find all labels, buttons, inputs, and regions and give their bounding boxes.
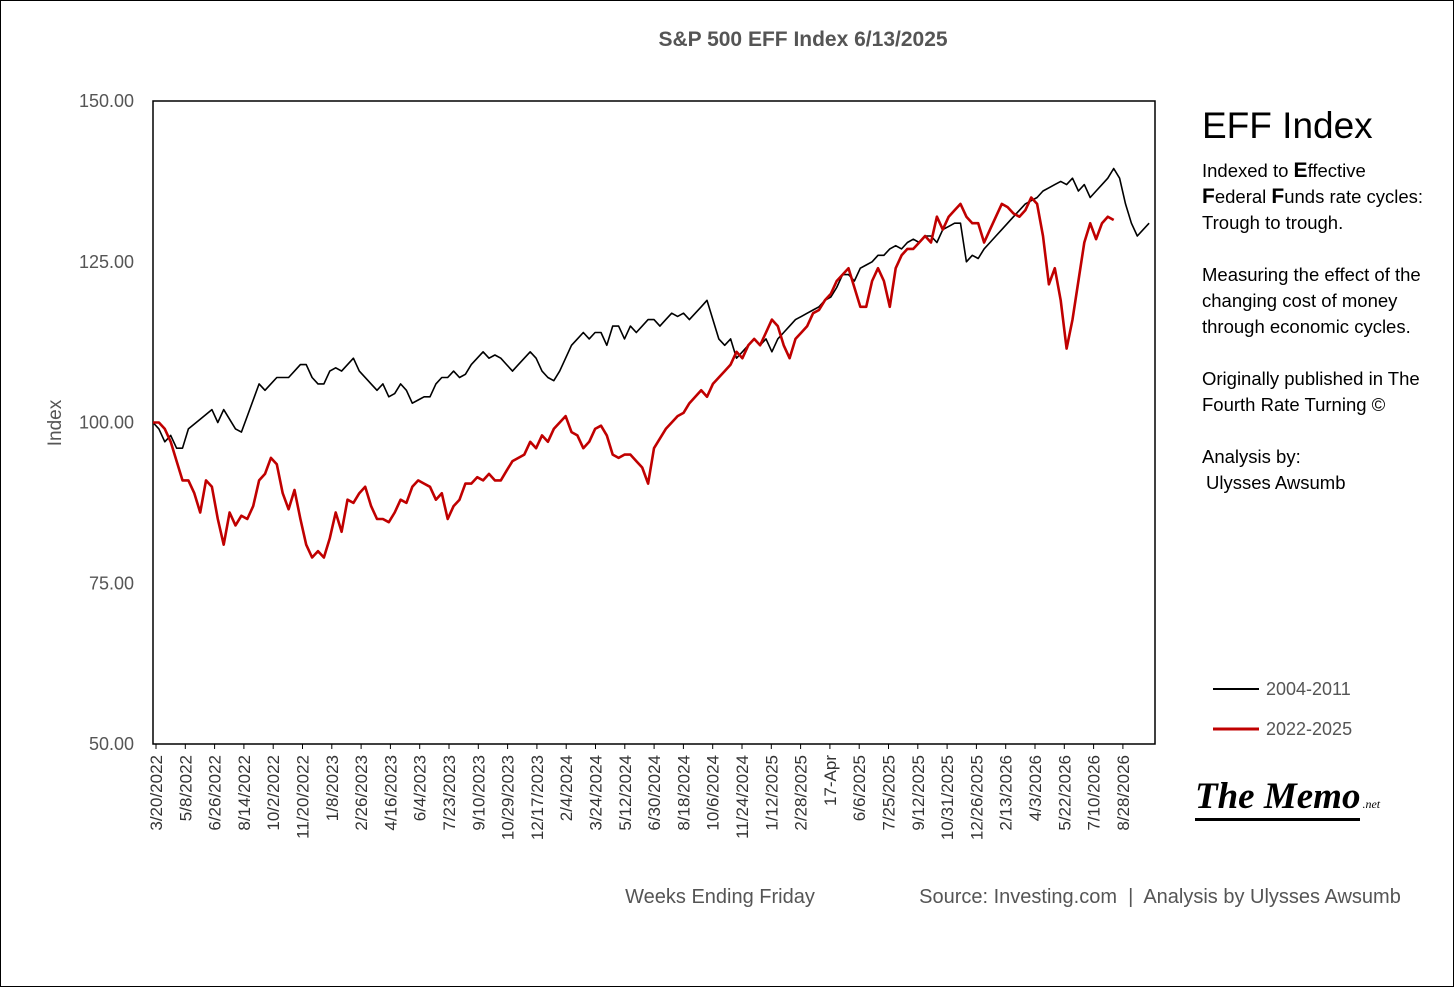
logo-suffix: .net	[1362, 797, 1381, 811]
desc-letter-f2: F	[1271, 185, 1285, 208]
x-tick-label: 10/31/2025	[938, 755, 957, 840]
x-tick-label: 10/6/2024	[704, 755, 723, 831]
side-panel: EFF Index Indexed to Effective Federal Fu…	[1202, 104, 1442, 522]
x-tick-label: 6/26/2022	[206, 755, 225, 831]
x-tick-label: 9/12/2025	[909, 755, 928, 831]
x-tick-label: 1/8/2023	[323, 755, 342, 821]
x-tick-label: 7/25/2025	[880, 755, 899, 831]
panel-analysis: Analysis by: Ulysses Awsumb	[1202, 444, 1442, 496]
y-tick-label: 50.00	[89, 734, 134, 754]
x-tick-label: 10/29/2023	[499, 755, 518, 840]
logo-main: The Memo	[1195, 776, 1361, 821]
analysis-label: Analysis by:	[1202, 446, 1301, 467]
x-tick-label: 8/28/2026	[1114, 755, 1133, 831]
desc-text-1: Indexed to	[1202, 160, 1294, 181]
x-tick-label: 7/10/2026	[1085, 755, 1104, 831]
x-tick-label: 8/14/2022	[235, 755, 254, 831]
x-tick-label: 6/30/2024	[645, 755, 664, 831]
x-tick-label: 5/22/2026	[1055, 755, 1074, 831]
y-tick-label: 150.00	[79, 91, 134, 111]
x-tick-label: 2/28/2025	[792, 755, 811, 831]
x-tick-label: 12/26/2025	[967, 755, 986, 840]
source-credit: Source: Investing.com | Analysis by Ulys…	[919, 886, 1401, 908]
panel-description: Indexed to Effective Federal Funds rate c…	[1202, 158, 1442, 236]
desc-letter-e: E	[1293, 159, 1308, 182]
series-line-2004-2011	[152, 167, 1150, 450]
x-tick-label: 5/12/2024	[616, 755, 635, 831]
series-line-2022-2025	[153, 196, 1115, 559]
series-group	[152, 167, 1150, 559]
x-tick-label: 12/17/2023	[528, 755, 547, 840]
x-tick-label: 2/26/2023	[352, 755, 371, 831]
y-axis-ticks: 150.00 125.00 100.00 75.00 50.00	[79, 91, 134, 754]
x-tick-label: 2/4/2024	[557, 755, 576, 821]
legend-label-2022-2025: 2022-2025	[1266, 719, 1352, 739]
x-tick-label: 17-Apr	[821, 755, 840, 806]
x-tick-label: 11/24/2024	[733, 755, 752, 839]
x-tick-label: 3/20/2022	[147, 755, 166, 831]
plot-border	[152, 100, 1156, 745]
plot-area	[152, 100, 1156, 745]
panel-published: Originally published in The Fourth Rate …	[1202, 368, 1420, 415]
y-axis-label: Index	[45, 399, 66, 446]
legend-label-2004-2011: 2004-2011	[1266, 679, 1351, 699]
x-tick-label: 11/20/2022	[294, 755, 313, 839]
x-tick-label: 5/8/2022	[176, 755, 195, 821]
x-tick-label: 1/12/2025	[762, 755, 781, 831]
x-tick-label: 6/6/2025	[850, 755, 869, 821]
x-axis-label: Weeks Ending Friday	[625, 886, 815, 908]
logo: The Memo .net	[1195, 776, 1381, 823]
x-axis-ticks: 3/20/2022 5/8/2022 6/26/2022 8/14/2022 10/2/…	[147, 744, 1133, 840]
x-tick-label: 7/23/2023	[440, 755, 459, 831]
desc-letter-f1: F	[1202, 185, 1215, 208]
panel-heading: EFF Index	[1202, 105, 1373, 146]
x-tick-label: 10/2/2022	[264, 755, 283, 831]
desc-text-2: ffective	[1307, 160, 1366, 181]
chart-title: S&P 500 EFF Index 6/13/2025	[658, 28, 947, 51]
desc-text-4: unds rate cycles: Trough to trough.	[1202, 186, 1424, 233]
legend: 2004-2011 2022-2025	[1213, 679, 1352, 739]
y-tick-label: 125.00	[79, 252, 134, 272]
y-tick-label: 75.00	[89, 573, 134, 593]
y-tick-label: 100.00	[79, 413, 134, 433]
panel-measuring: Measuring the effect of the changing cos…	[1202, 264, 1421, 337]
x-tick-label: 4/3/2026	[1026, 755, 1045, 821]
x-tick-label: 6/4/2023	[411, 755, 430, 821]
x-tick-label: 9/10/2023	[469, 755, 488, 831]
x-tick-label: 3/24/2024	[587, 755, 606, 831]
x-tick-label: 4/16/2023	[381, 755, 400, 831]
x-tick-label: 2/13/2026	[997, 755, 1016, 831]
desc-text-3: ederal	[1214, 186, 1272, 207]
analysis-name: Ulysses Awsumb	[1206, 472, 1346, 493]
x-tick-label: 8/18/2024	[674, 755, 693, 831]
